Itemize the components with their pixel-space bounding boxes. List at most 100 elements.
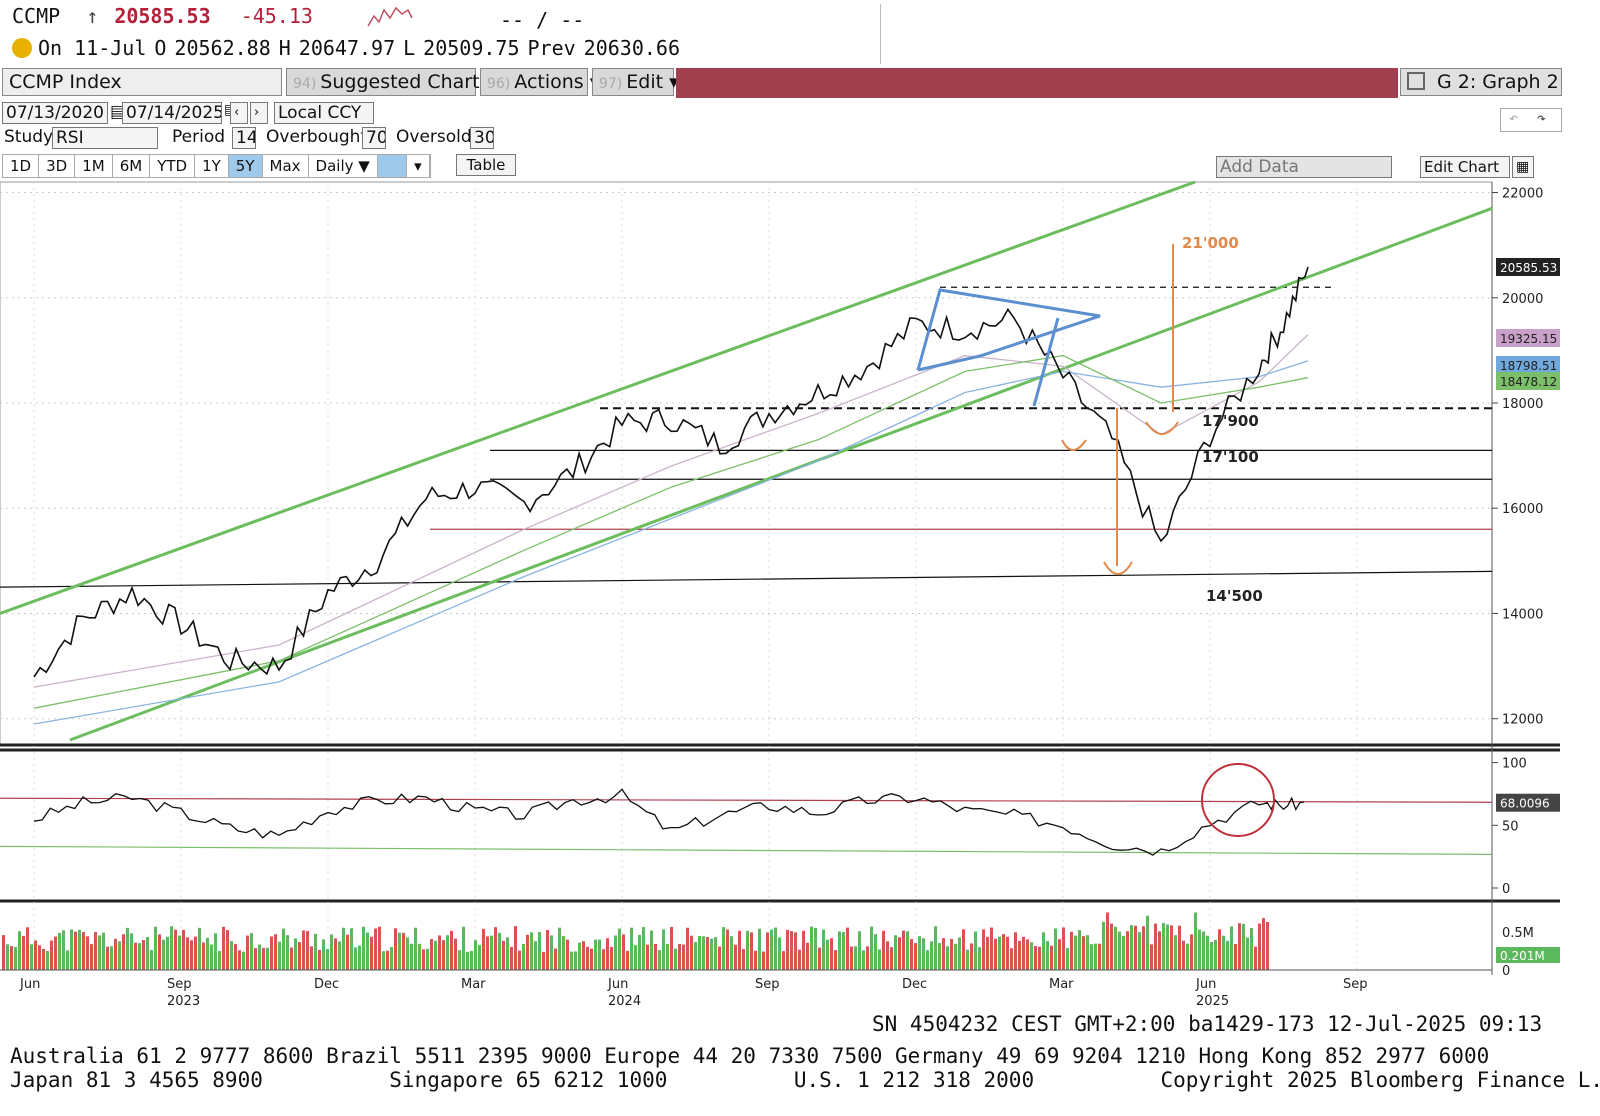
overbought-input[interactable]: 70: [362, 127, 386, 149]
volume-bar: [1178, 925, 1181, 970]
period-button-6m[interactable]: 6M: [113, 155, 151, 177]
period-input[interactable]: 14: [232, 127, 256, 149]
security-input[interactable]: CCMP Index: [2, 68, 282, 96]
volume-bar: [818, 947, 821, 970]
add-data-input[interactable]: Add Data: [1216, 156, 1392, 178]
x-tick-label: Mar: [1049, 977, 1074, 992]
volume-bar: [246, 935, 249, 970]
volume-bar: [790, 931, 793, 970]
start-date-input[interactable]: 07/13/2020: [2, 102, 108, 124]
volume-bar: [170, 926, 173, 970]
volume-bar: [526, 934, 529, 970]
volume-bar: [1214, 939, 1217, 970]
volume-bar: [78, 929, 81, 970]
volume-bar: [702, 936, 705, 970]
volume-bar: [106, 946, 109, 970]
volume-bar: [574, 951, 577, 970]
volume-bar: [178, 935, 181, 970]
period-bar: 1D 3D 1M 6M YTD 1Y 5Y Max Daily ▼ ▾: [2, 154, 431, 178]
volume-bar: [1142, 926, 1145, 970]
volume-bar: [1166, 924, 1169, 970]
redo-icon[interactable]: ↷: [1537, 109, 1547, 127]
volume-bar: [938, 942, 941, 970]
period-button-max[interactable]: Max: [263, 155, 309, 177]
contacts-line-2: Japan 81 3 4565 8900 Singapore 65 6212 1…: [10, 1068, 1600, 1092]
x-tick-label: Mar: [461, 977, 486, 992]
volume-bar: [478, 945, 481, 970]
volume-bar: [842, 932, 845, 970]
volume-bar: [462, 926, 465, 970]
edit-button[interactable]: 97) Edit ▾: [592, 68, 679, 96]
period-button-3d[interactable]: 3D: [39, 155, 76, 177]
chart-settings-icon[interactable]: ▦: [1512, 156, 1534, 178]
edit-chart-button[interactable]: Edit Chart: [1420, 156, 1510, 178]
oversold-input[interactable]: 30: [470, 127, 494, 149]
price-chart[interactable]: 22000 20000 18000 16000 14000 12000 21'000 17'9…: [0, 0, 1600, 1010]
quote-header: CCMP ↑ 20585.53 -45.13: [12, 4, 313, 28]
volume-bar: [990, 927, 993, 970]
actions-button[interactable]: 96) Actions ▾: [480, 68, 599, 96]
volume-bar: [278, 941, 281, 970]
volume-bar: [382, 951, 385, 970]
volume-bar: [1182, 940, 1185, 970]
volume-bar: [974, 931, 977, 970]
volume-bar: [1134, 925, 1137, 970]
volume-bar: [442, 940, 445, 970]
volume-bar: [1258, 923, 1261, 970]
overbought-label: Overbought: [266, 127, 368, 147]
ma-tag-1: [1496, 329, 1560, 347]
market-status-icon: [12, 38, 32, 58]
y-tick-label: 20000: [1502, 292, 1543, 307]
period-button-1d[interactable]: 1D: [3, 155, 40, 177]
popout-icon[interactable]: [1407, 72, 1425, 90]
volume-bar: [30, 944, 33, 970]
end-date-input[interactable]: 07/14/2025: [122, 102, 222, 124]
period-button-ytd[interactable]: YTD: [150, 155, 196, 177]
volume-bar: [238, 950, 241, 970]
volume-bar: [206, 937, 209, 970]
volume-bar: [994, 938, 997, 970]
high-label: H: [278, 36, 291, 60]
chart-style-dropdown-icon[interactable]: ▾: [407, 155, 430, 177]
volume-bar: [346, 934, 349, 970]
period-button-1y[interactable]: 1Y: [195, 155, 229, 177]
volume-bar: [698, 935, 701, 970]
volume-bar: [782, 951, 785, 970]
period-button-1m[interactable]: 1M: [75, 155, 113, 177]
volume-bar: [814, 927, 817, 970]
table-button[interactable]: Table: [456, 154, 516, 176]
volume-bar: [998, 936, 1001, 970]
undo-icon[interactable]: ↶: [1509, 109, 1519, 127]
prev-range-icon[interactable]: ‹: [230, 102, 248, 124]
volume-bar: [590, 948, 593, 970]
volume-bar: [498, 932, 501, 970]
volume-bar: [530, 932, 533, 970]
volume-bar: [26, 927, 29, 970]
volume-bar: [758, 928, 761, 970]
volume-bar: [446, 935, 449, 970]
volume-bar: [1098, 943, 1101, 970]
volume-bar: [66, 950, 69, 970]
period-button-5y[interactable]: 5Y: [228, 155, 263, 177]
volume-bar: [474, 940, 477, 970]
volume-bar: [370, 936, 373, 970]
volume-bar: [42, 948, 45, 970]
volume-bar: [1038, 946, 1041, 970]
volume-bar: [798, 949, 801, 970]
up-arrow-icon: ↑: [86, 4, 99, 28]
frequency-select[interactable]: Daily ▼: [309, 155, 378, 177]
chart-style-icon[interactable]: [377, 155, 408, 177]
volume-bar: [282, 928, 285, 970]
suggested-charts-button[interactable]: 94) Suggested Charts ▾: [286, 68, 505, 96]
currency-select[interactable]: Local CCY: [274, 102, 374, 124]
volume-bar: [402, 932, 405, 970]
graph-selector[interactable]: G 2: Graph 2: [1400, 68, 1562, 96]
volume-bar: [914, 943, 917, 970]
study-select[interactable]: RSI: [52, 127, 158, 149]
next-range-icon[interactable]: ›: [250, 102, 268, 124]
volume-bar: [662, 929, 665, 970]
volume-bar: [650, 930, 653, 970]
volume-bar: [710, 938, 713, 970]
undo-redo-buttons[interactable]: ↶ ↷: [1500, 108, 1562, 132]
header-divider: [880, 4, 881, 64]
